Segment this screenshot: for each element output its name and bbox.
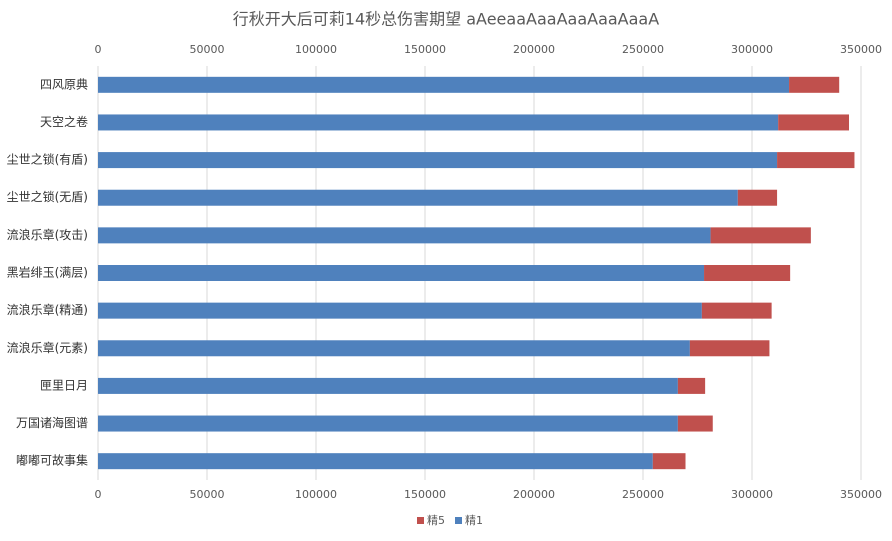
bar-segment <box>778 114 850 131</box>
category-label: 流浪乐章(攻击) <box>7 227 88 242</box>
bar-segment <box>98 227 711 244</box>
x-tick-label-bottom: 100000 <box>295 488 337 501</box>
category-label: 流浪乐章(元素) <box>7 340 88 355</box>
category-label: 万国诸海图谱 <box>16 415 88 430</box>
bar-segment <box>98 340 690 357</box>
category-label: 黑岩绯玉(满层) <box>7 265 88 280</box>
x-tick-label-top: 300000 <box>731 43 773 56</box>
bar-segment <box>789 76 840 93</box>
bar-segment <box>677 377 706 394</box>
x-tick-label-bottom: 50000 <box>190 488 225 501</box>
category-label: 嘟嘟可故事集 <box>16 453 88 468</box>
x-tick-label-bottom: 350000 <box>840 488 882 501</box>
bar-segment <box>98 76 790 93</box>
bar-segment <box>98 415 678 432</box>
category-label: 流浪乐章(精通) <box>7 302 88 317</box>
bar-segment <box>98 302 702 319</box>
legend-swatch <box>417 517 424 524</box>
category-label: 四风原典 <box>40 77 88 91</box>
x-tick-label-top: 50000 <box>190 43 225 56</box>
x-tick-label-bottom: 150000 <box>404 488 446 501</box>
category-label: 匣里日月 <box>40 378 88 392</box>
bar-segment <box>701 302 772 319</box>
bar-segment <box>777 152 855 169</box>
x-tick-label-bottom: 250000 <box>622 488 664 501</box>
bar-segment <box>98 114 779 131</box>
x-tick-label-top: 350000 <box>840 43 882 56</box>
bar-segment <box>704 265 791 281</box>
legend-label: 精5 <box>427 514 445 527</box>
x-tick-label-top: 0 <box>95 43 102 56</box>
category-label: 天空之卷 <box>40 114 88 129</box>
bar-segment <box>677 415 713 432</box>
category-label: 尘世之锁(无盾) <box>7 189 88 204</box>
chart-title: 行秋开大后可莉14秒总伤害期望 aAeeaaAaaAaaAaaAaaA <box>233 10 659 29</box>
bar-segment <box>689 340 770 357</box>
bar-segment <box>98 453 653 470</box>
bar-segment <box>710 227 811 244</box>
x-tick-label-bottom: 0 <box>95 488 102 501</box>
category-label: 尘世之锁(有盾) <box>7 152 88 167</box>
bar-segment <box>652 453 686 470</box>
legend-label: 精1 <box>465 514 483 527</box>
x-tick-label-bottom: 300000 <box>731 488 773 501</box>
bar-segment <box>98 377 678 394</box>
x-tick-label-top: 150000 <box>404 43 446 56</box>
bar-segment <box>98 189 738 206</box>
x-tick-label-top: 100000 <box>295 43 337 56</box>
x-tick-label-bottom: 200000 <box>513 488 555 501</box>
x-tick-label-top: 250000 <box>622 43 664 56</box>
bar-segment <box>98 152 778 169</box>
legend-swatch <box>455 517 462 524</box>
bar-segment <box>98 265 705 281</box>
x-tick-label-top: 200000 <box>513 43 555 56</box>
bar-segment <box>737 189 778 206</box>
